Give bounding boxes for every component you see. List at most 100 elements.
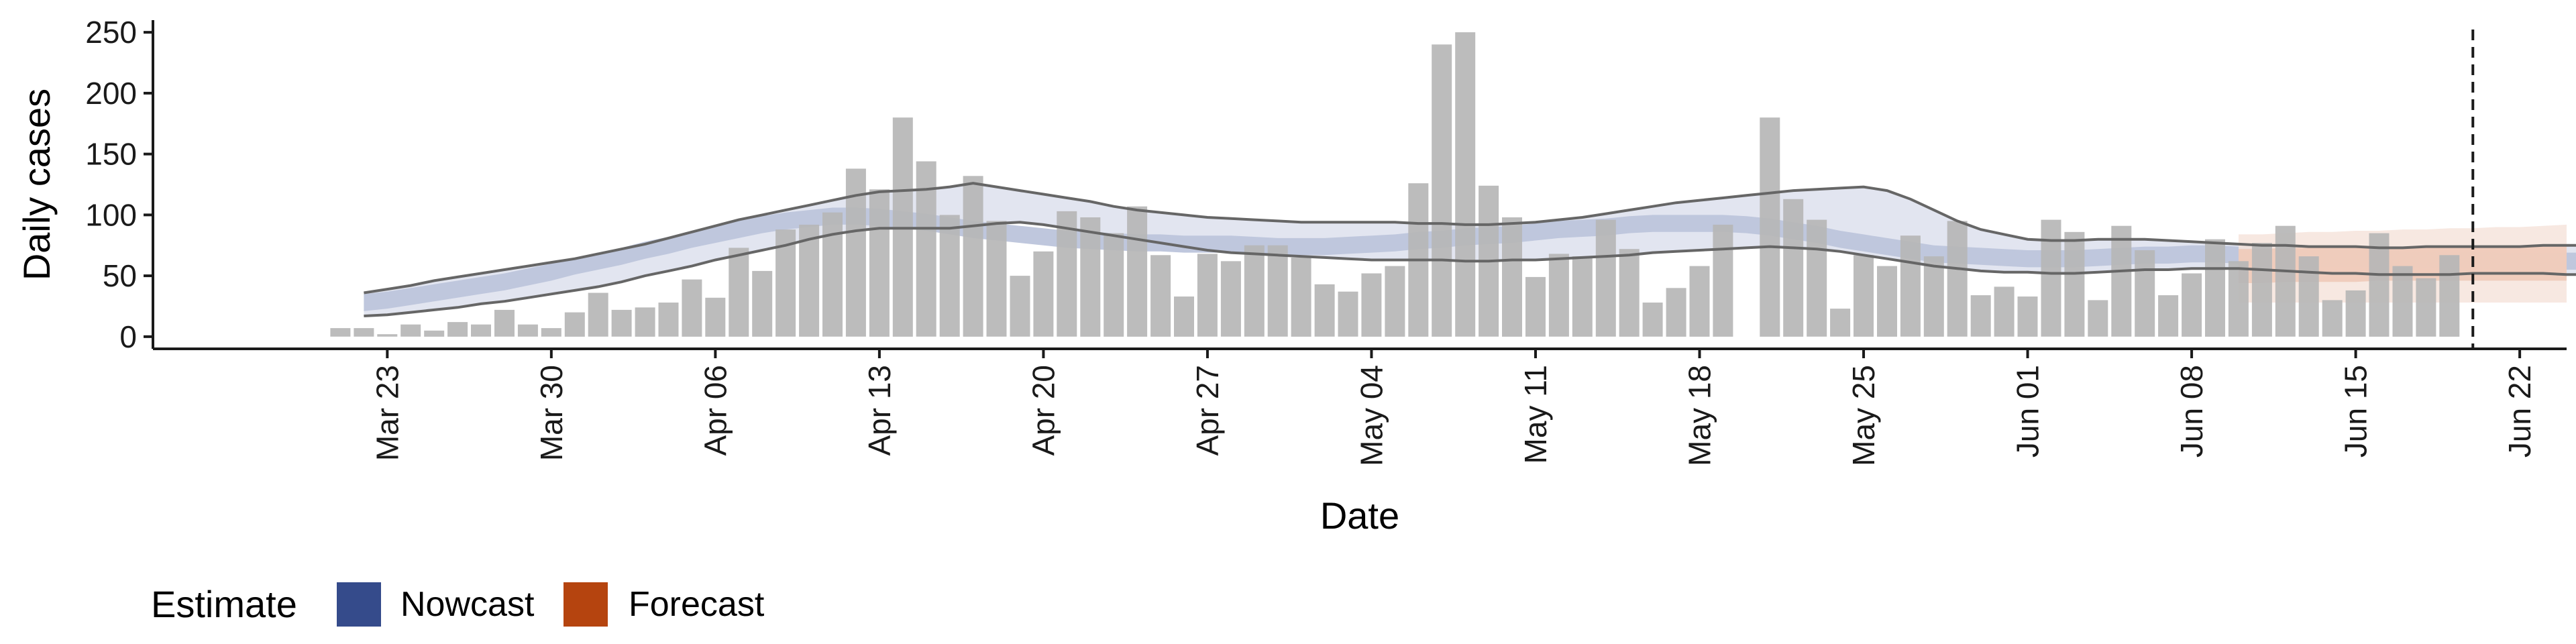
x-tick-label: Apr 27 — [1190, 365, 1225, 456]
case-bar — [1220, 261, 1241, 337]
case-bar — [330, 328, 351, 337]
case-bar — [1455, 32, 1476, 337]
case-bar — [377, 334, 398, 337]
x-tick-label: Jun 15 — [2339, 365, 2373, 458]
case-bar — [1713, 224, 1733, 337]
case-bar — [1033, 251, 1054, 337]
case-bar — [1150, 255, 1171, 337]
case-bar — [2135, 250, 2155, 337]
case-bar — [1900, 235, 1921, 337]
axes: 0 50 100 150 200 250 Mar 23 Mar 30 Apr 06 Apr 13 A… — [85, 15, 2567, 466]
x-tick-label: May 25 — [1846, 365, 1881, 466]
case-bar — [1994, 286, 2015, 337]
case-bar — [2392, 266, 2413, 337]
x-tick-label: Mar 30 — [534, 365, 569, 461]
case-bar — [1970, 295, 1991, 337]
case-bar — [1291, 257, 1311, 337]
case-bar — [1572, 256, 1593, 337]
x-tick-label: May 11 — [1518, 365, 1553, 464]
y-tick-label: 50 — [103, 258, 137, 293]
y-tick-label: 0 — [119, 319, 137, 354]
case-bar — [799, 224, 820, 337]
case-bar — [1057, 211, 1077, 337]
legend-label-forecast: Forecast — [629, 585, 765, 624]
case-bar — [1174, 297, 1194, 337]
case-bar — [354, 328, 374, 337]
x-tick-label: May 18 — [1682, 365, 1717, 466]
case-bar — [1010, 276, 1030, 337]
case-bar — [2228, 261, 2249, 337]
case-bar — [963, 176, 983, 337]
case-bar — [729, 248, 749, 337]
case-bar — [1807, 219, 1827, 337]
case-bar — [2158, 295, 2179, 337]
case-bar — [447, 322, 468, 337]
case-bar — [2298, 256, 2319, 337]
case-bar — [1642, 303, 1663, 337]
case-bar — [2416, 278, 2436, 337]
x-axis-title: Date — [1320, 494, 1399, 537]
x-tick-label: Jun 01 — [2010, 365, 2045, 458]
case-bar — [424, 330, 445, 337]
case-bar — [2439, 255, 2460, 337]
case-bars — [330, 32, 2460, 337]
case-bar — [635, 307, 655, 337]
x-tick-label: Jun 08 — [2174, 365, 2209, 458]
case-bar — [1314, 284, 1335, 337]
y-tick-label: 250 — [85, 15, 137, 50]
legend-swatch-forecast — [564, 582, 608, 627]
case-bar — [1338, 291, 1358, 337]
case-bar — [2017, 297, 2038, 337]
case-bar — [1854, 255, 1874, 337]
case-bar — [494, 309, 515, 337]
case-bar — [1760, 117, 1780, 337]
case-bar — [2205, 239, 2225, 337]
case-bar — [1525, 276, 1546, 337]
case-bar — [1361, 273, 1382, 337]
x-tick-label: Jun 22 — [2502, 365, 2537, 458]
case-bar — [2275, 225, 2296, 337]
case-bar — [1830, 309, 1851, 337]
x-tick-label: Mar 23 — [370, 365, 405, 461]
case-bar — [2369, 233, 2390, 337]
case-bar — [1502, 217, 1522, 337]
case-bar — [2251, 243, 2272, 337]
case-bar — [1197, 254, 1218, 337]
case-bar — [752, 270, 773, 337]
case-bar — [705, 297, 726, 337]
case-bar — [1127, 206, 1148, 337]
case-bar — [2088, 300, 2108, 337]
case-bar — [1783, 199, 1804, 337]
case-bar — [658, 303, 679, 337]
case-bar — [1104, 233, 1124, 337]
x-tick-label: Apr 20 — [1026, 365, 1061, 456]
case-bar — [1666, 288, 1686, 337]
case-bar — [2322, 300, 2343, 337]
case-bar — [1432, 44, 1452, 337]
legend: Estimate Nowcast Forecast — [151, 582, 765, 627]
legend-label-nowcast: Nowcast — [400, 585, 535, 624]
estimate-lines — [364, 30, 2576, 349]
case-bar — [517, 324, 538, 337]
case-bar — [2111, 225, 2132, 337]
case-bar — [2345, 290, 2366, 337]
legend-swatch-nowcast — [337, 582, 381, 627]
x-tick-label: Apr 06 — [698, 365, 733, 456]
case-bar — [1947, 221, 1968, 337]
case-bar — [564, 312, 585, 337]
y-tick-label: 100 — [85, 197, 137, 232]
case-bar — [1548, 254, 1569, 337]
case-bar — [2182, 273, 2202, 337]
case-bar — [1385, 266, 1405, 337]
nowcast-lower-line — [364, 221, 2576, 317]
case-bar — [1619, 249, 1640, 337]
y-tick-label: 200 — [85, 76, 137, 111]
x-tick-label: May 04 — [1354, 365, 1389, 466]
case-bar — [1689, 266, 1710, 337]
case-bar — [1923, 256, 1944, 337]
legend-title: Estimate — [151, 583, 297, 625]
case-bar — [869, 189, 890, 337]
case-bar — [1080, 217, 1101, 337]
y-axis-title: Daily cases — [15, 89, 58, 280]
